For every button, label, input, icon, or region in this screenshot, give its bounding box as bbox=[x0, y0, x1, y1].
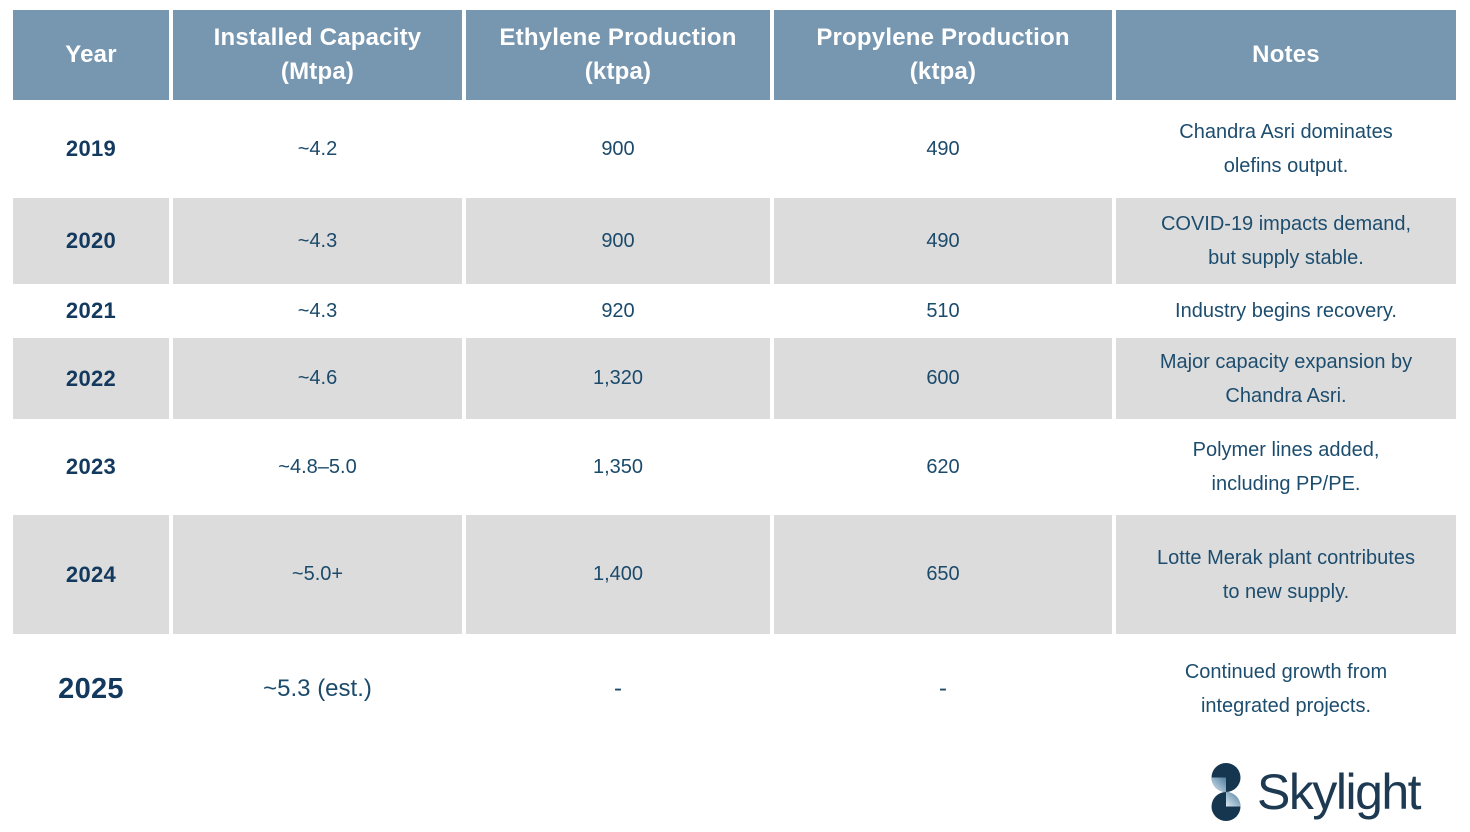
table-row-2024: 2024 ~5.0+ 1,400 650 Lotte Merak plant c… bbox=[13, 515, 1456, 634]
note-cell: Industry begins recovery. bbox=[1116, 284, 1456, 338]
skylight-mark-icon bbox=[1211, 763, 1241, 821]
propylene-cell: 600 bbox=[774, 338, 1112, 419]
capacity-cell: ~5.0+ bbox=[173, 515, 462, 634]
column-header-year: Year bbox=[13, 10, 169, 100]
ethylene-cell: 920 bbox=[466, 284, 770, 338]
propylene-cell: 490 bbox=[774, 100, 1112, 198]
year-cell: 2023 bbox=[13, 419, 169, 515]
capacity-cell: ~4.2 bbox=[173, 100, 462, 198]
note-cell: Polymer lines added, including PP/PE. bbox=[1116, 419, 1456, 515]
year-cell: 2025 bbox=[13, 634, 169, 744]
ethylene-cell: 900 bbox=[466, 198, 770, 284]
column-header-ethylene-production: Ethylene Production (ktpa) bbox=[466, 10, 770, 100]
propylene-cell: - bbox=[774, 634, 1112, 744]
skylight-logo: Skylight bbox=[1205, 763, 1422, 821]
capacity-cell: ~4.6 bbox=[173, 338, 462, 419]
year-cell: 2019 bbox=[13, 100, 169, 198]
capacity-cell: ~4.3 bbox=[173, 198, 462, 284]
header-row: Year Installed Capacity (Mtpa) Ethylene … bbox=[13, 10, 1456, 100]
table-row-2022: 2022 ~4.6 1,320 600 Major capacity expan… bbox=[13, 338, 1456, 419]
year-cell: 2021 bbox=[13, 284, 169, 338]
year-cell: 2024 bbox=[13, 515, 169, 634]
note-cell: Major capacity expansion by Chandra Asri… bbox=[1116, 338, 1456, 419]
capacity-cell: ~4.3 bbox=[173, 284, 462, 338]
note-cell: COVID-19 impacts demand, but supply stab… bbox=[1116, 198, 1456, 284]
column-header-propylene-production: Propylene Production (ktpa) bbox=[774, 10, 1112, 100]
production-table: Year Installed Capacity (Mtpa) Ethylene … bbox=[9, 10, 1460, 744]
column-header-installed-capacity: Installed Capacity (Mtpa) bbox=[173, 10, 462, 100]
table-row-2021: 2021 ~4.3 920 510 Industry begins recove… bbox=[13, 284, 1456, 338]
ethylene-cell: 1,400 bbox=[466, 515, 770, 634]
propylene-cell: 650 bbox=[774, 515, 1112, 634]
propylene-cell: 490 bbox=[774, 198, 1112, 284]
ethylene-cell: - bbox=[466, 634, 770, 744]
capacity-cell: ~5.3 (est.) bbox=[173, 634, 462, 744]
year-cell: 2020 bbox=[13, 198, 169, 284]
table-row-2023: 2023 ~4.8–5.0 1,350 620 Polymer lines ad… bbox=[13, 419, 1456, 515]
propylene-cell: 510 bbox=[774, 284, 1112, 338]
note-cell: Lotte Merak plant contributes to new sup… bbox=[1116, 515, 1456, 634]
table-body: 2019 ~4.2 900 490 Chandra Asri dominates… bbox=[13, 100, 1456, 744]
brand-name: Skylight bbox=[1257, 764, 1422, 820]
capacity-cell: ~4.8–5.0 bbox=[173, 419, 462, 515]
note-cell: Chandra Asri dominates olefins output. bbox=[1116, 100, 1456, 198]
column-header-notes: Notes bbox=[1116, 10, 1456, 100]
ethylene-cell: 1,350 bbox=[466, 419, 770, 515]
table-header: Year Installed Capacity (Mtpa) Ethylene … bbox=[13, 10, 1456, 100]
table-row-2019: 2019 ~4.2 900 490 Chandra Asri dominates… bbox=[13, 100, 1456, 198]
note-cell: Continued growth from integrated project… bbox=[1116, 634, 1456, 744]
propylene-cell: 620 bbox=[774, 419, 1112, 515]
ethylene-cell: 1,320 bbox=[466, 338, 770, 419]
year-cell: 2022 bbox=[13, 338, 169, 419]
table-row-2020: 2020 ~4.3 900 490 COVID-19 impacts deman… bbox=[13, 198, 1456, 284]
ethylene-cell: 900 bbox=[466, 100, 770, 198]
table-row-2025: 2025 ~5.3 (est.) - - Continued growth fr… bbox=[13, 634, 1456, 744]
